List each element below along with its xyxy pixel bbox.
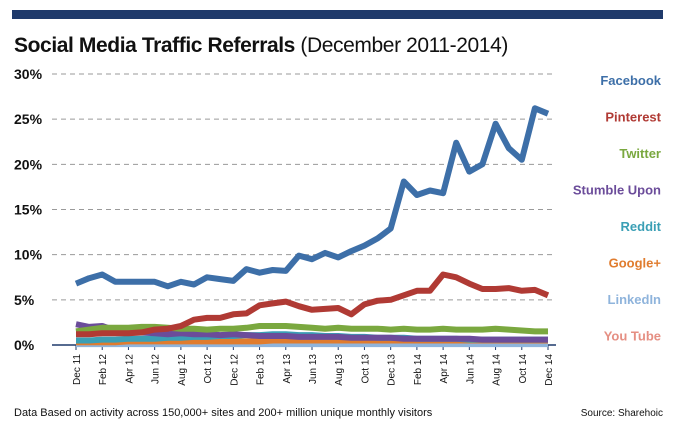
x-tick-label: Dec 14: [544, 354, 555, 386]
y-tick-label: 10%: [14, 247, 43, 263]
legend-entry: You Tube: [604, 329, 661, 344]
legend-entry: Reddit: [621, 219, 662, 234]
legend-entry: Stumble Upon: [573, 183, 661, 198]
x-tick-label: Dec 11: [72, 354, 83, 385]
chart-title: Social Media Traffic Referrals: [14, 34, 295, 57]
x-tick-label: Oct 13: [360, 354, 371, 384]
x-tick-label: Apr 14: [439, 354, 450, 384]
x-tick-label: Oct 12: [203, 354, 214, 384]
header-bar: [12, 10, 663, 19]
x-tick-label: Aug 13: [334, 354, 345, 386]
series-line-pinterest: [76, 271, 550, 338]
data-note: Data Based on activity across 150,000+ s…: [14, 407, 433, 419]
y-tick-label: 0%: [14, 337, 35, 353]
series-line-facebook: [74, 105, 550, 290]
x-tick-label: Dec 13: [387, 354, 398, 386]
legend-entry: LinkedIn: [608, 292, 662, 307]
x-tick-label: Jun 14: [465, 354, 476, 384]
y-tick-label: 30%: [14, 66, 43, 82]
chart-subtitle: (December 2011-2014): [300, 34, 508, 57]
y-tick-label: 5%: [14, 292, 35, 308]
x-tick-label: Feb 14: [413, 354, 424, 386]
x-tick-label: Apr 12: [124, 354, 135, 384]
x-tick-label: Apr 13: [282, 354, 293, 384]
legend-entry: Facebook: [600, 73, 661, 88]
x-tick-label: Oct 14: [518, 354, 529, 384]
legend-entry: Twitter: [619, 146, 661, 161]
y-tick-label: 20%: [14, 156, 43, 172]
y-tick-label: 25%: [14, 111, 43, 127]
x-tick-label: Jun 13: [308, 354, 319, 384]
x-tick-label: Jun 12: [151, 354, 162, 384]
legend-entry: Pinterest: [605, 110, 661, 125]
source-note: Source: Sharehoic: [580, 408, 663, 419]
x-tick-label: Aug 12: [177, 354, 188, 386]
legend-entry: Google+: [609, 256, 662, 271]
chart-title-block: Social Media Traffic Referrals (December…: [14, 34, 508, 58]
y-tick-label: 15%: [14, 202, 43, 218]
series-line-stumble-upon: [75, 321, 548, 343]
x-tick-label: Aug 14: [492, 354, 503, 386]
x-tick-label: Feb 13: [256, 354, 267, 386]
x-tick-label: Dec 12: [229, 354, 240, 386]
x-tick-label: Feb 12: [98, 354, 109, 386]
